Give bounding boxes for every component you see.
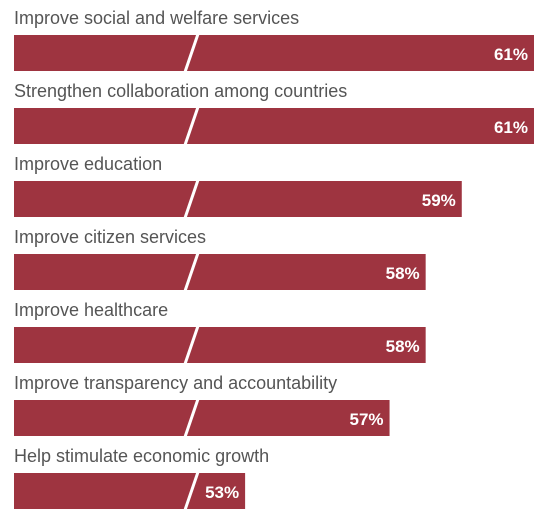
value-label: 61%	[494, 45, 528, 64]
bar	[14, 254, 426, 290]
category-label: Improve healthcare	[14, 300, 168, 320]
value-label: 58%	[386, 264, 420, 283]
category-label: Improve citizen services	[14, 227, 206, 247]
value-label: 57%	[350, 410, 384, 429]
bar	[14, 108, 534, 144]
category-label: Improve social and welfare services	[14, 8, 299, 28]
category-label: Help stimulate economic growth	[14, 446, 269, 466]
value-label: 61%	[494, 118, 528, 137]
category-label: Improve education	[14, 154, 162, 174]
axis-break-mark	[183, 33, 200, 73]
axis-break-mark	[183, 252, 200, 292]
bar	[14, 327, 426, 363]
axis-break-mark	[183, 179, 200, 219]
value-label: 58%	[386, 337, 420, 356]
axis-break-mark	[183, 325, 200, 365]
bar	[14, 35, 534, 71]
category-label: Improve transparency and accountability	[14, 373, 337, 393]
axis-break-mark	[183, 398, 200, 438]
category-label: Strengthen collaboration among countries	[14, 81, 347, 101]
bar	[14, 181, 462, 217]
axis-break-mark	[183, 471, 200, 511]
bar	[14, 400, 390, 436]
bars-layer: Improve social and welfare services 61% St…	[14, 8, 534, 511]
value-label: 53%	[205, 483, 239, 502]
axis-break-mark	[183, 106, 200, 146]
bar	[14, 473, 246, 509]
value-label: 59%	[422, 191, 456, 210]
